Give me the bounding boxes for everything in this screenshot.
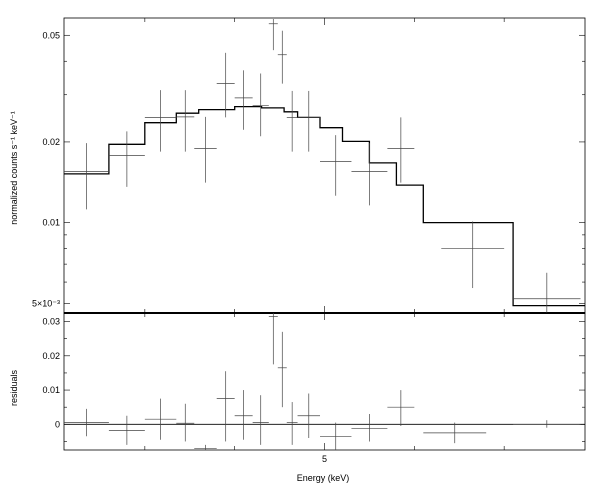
residual-point	[176, 403, 195, 442]
residual-point	[297, 393, 321, 439]
data-point	[277, 30, 287, 84]
spectrum-frame	[63, 17, 586, 314]
residual-point	[234, 390, 253, 440]
y-tick-label: 0.01	[42, 385, 60, 395]
residual-point	[144, 398, 177, 440]
data-point	[216, 52, 235, 118]
y-tick-label: 0.03	[42, 317, 60, 327]
residual-point	[320, 422, 352, 450]
data-point	[194, 116, 217, 183]
data-point	[513, 272, 581, 313]
spectrum-y-axis-label: normalized counts s⁻¹ keV⁻¹	[9, 111, 19, 225]
y-tick-label: 0.02	[42, 137, 60, 147]
residuals-panel: 0 0.01 0.02 0.03 5	[42, 312, 586, 464]
y-tick-label: 0.02	[42, 351, 60, 361]
data-point	[297, 90, 321, 152]
data-point	[320, 135, 352, 196]
data-point	[108, 131, 145, 187]
x-axis-label: Energy (keV)	[297, 473, 350, 483]
data-point	[351, 143, 388, 206]
residual-point	[277, 331, 287, 408]
residuals-frame	[63, 312, 586, 451]
residual-point	[268, 313, 278, 365]
data-point	[144, 90, 177, 152]
spectrum-panel: 5×10⁻³ 0.01 0.02 0.05	[32, 17, 586, 314]
data-point	[268, 19, 278, 51]
data-point	[387, 117, 415, 183]
residual-point	[64, 408, 109, 437]
residuals-y-axis-label: residuals	[9, 369, 19, 406]
y-tick-label: 0	[55, 419, 60, 429]
x-tick-label: 5	[322, 454, 327, 464]
residual-point	[351, 414, 388, 442]
residual-point	[108, 415, 145, 445]
residual-point	[387, 390, 415, 427]
residual-point	[423, 422, 487, 444]
y-tick-label: 5×10⁻³	[32, 298, 60, 308]
y-tick-label: 0.01	[42, 218, 60, 228]
residual-point	[216, 371, 235, 442]
model-histogram	[64, 105, 585, 307]
residual-point	[513, 420, 581, 428]
y-tick-label: 0.05	[42, 30, 60, 40]
data-point	[441, 221, 505, 289]
residual-point	[194, 444, 217, 450]
data-point	[286, 90, 298, 152]
residual-point	[252, 395, 269, 445]
data-point	[64, 143, 109, 210]
residual-point	[286, 402, 298, 445]
data-point	[252, 73, 269, 137]
data-point	[176, 90, 195, 152]
data-point	[234, 70, 253, 130]
